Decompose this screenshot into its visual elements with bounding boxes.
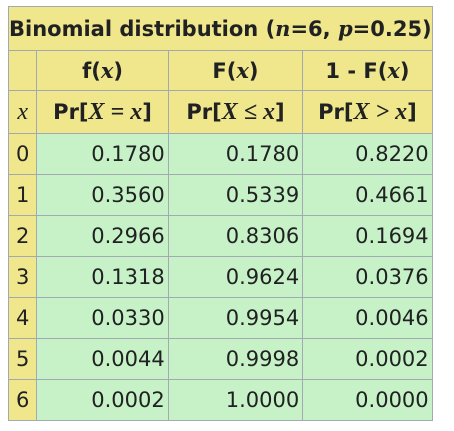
table-row: 1 0.3560 0.5339 0.4661 (7, 174, 433, 216)
x-column-header: x (7, 90, 38, 134)
header-pr-gt: Pr[X > x] (302, 90, 433, 134)
pmf-value: 0.0044 (36, 338, 169, 380)
table-title: Binomial distribution (n=6, p=0.25) (8, 6, 433, 51)
binomial-table: Binomial distribution (n=6, p=0.25) f(x)… (7, 6, 433, 421)
table-row: 0 0.1780 0.1780 0.8220 (7, 133, 433, 175)
table-row: 5 0.0044 0.9998 0.0002 (7, 338, 433, 380)
cdf-value: 0.9998 (167, 338, 304, 380)
pmf-value: 0.0330 (36, 297, 169, 339)
corner-cell (7, 50, 38, 91)
table-row: 2 0.2966 0.8306 0.1694 (7, 215, 433, 257)
pmf-value: 0.0002 (36, 379, 169, 421)
title-n-symbol: n (275, 16, 291, 41)
cdf-value: 0.5339 (167, 174, 304, 216)
title-row: Binomial distribution (n=6, p=0.25) (8, 6, 433, 51)
survival-value: 0.0376 (302, 256, 433, 298)
x-value: 6 (7, 379, 38, 421)
function-header-row: f(x) F(x) 1 - F(x) (7, 50, 433, 91)
cdf-value: 0.1780 (167, 133, 304, 175)
x-value: 3 (7, 256, 38, 298)
pmf-value: 0.1318 (36, 256, 169, 298)
survival-value: 0.0002 (302, 338, 433, 380)
cdf-value: 0.9624 (167, 256, 304, 298)
cdf-value: 1.0000 (167, 379, 304, 421)
pmf-value: 0.3560 (36, 174, 169, 216)
cdf-value: 0.8306 (167, 215, 304, 257)
cdf-value: 0.9954 (167, 297, 304, 339)
table-row: 3 0.1318 0.9624 0.0376 (7, 256, 433, 298)
x-value: 5 (7, 338, 38, 380)
x-value: 0 (7, 133, 38, 175)
x-value: 2 (7, 215, 38, 257)
header-F: F(x) (167, 50, 304, 91)
survival-value: 0.0000 (302, 379, 433, 421)
pmf-value: 0.2966 (36, 215, 169, 257)
header-pr-eq: Pr[X = x] (36, 90, 169, 134)
survival-value: 0.4661 (302, 174, 433, 216)
probability-header-row: x Pr[X = x] Pr[X ≤ x] Pr[X > x] (7, 90, 433, 134)
pmf-value: 0.1780 (36, 133, 169, 175)
header-survival: 1 - F(x) (302, 50, 433, 91)
x-value: 4 (7, 297, 38, 339)
header-f: f(x) (36, 50, 169, 91)
x-value: 1 (7, 174, 38, 216)
survival-value: 0.1694 (302, 215, 433, 257)
survival-value: 0.0046 (302, 297, 433, 339)
table-row: 6 0.0002 1.0000 0.0000 (7, 379, 433, 421)
header-pr-le: Pr[X ≤ x] (167, 90, 304, 134)
table-row: 4 0.0330 0.9954 0.0046 (7, 297, 433, 339)
title-p-symbol: p (337, 16, 353, 41)
survival-value: 0.8220 (302, 133, 433, 175)
